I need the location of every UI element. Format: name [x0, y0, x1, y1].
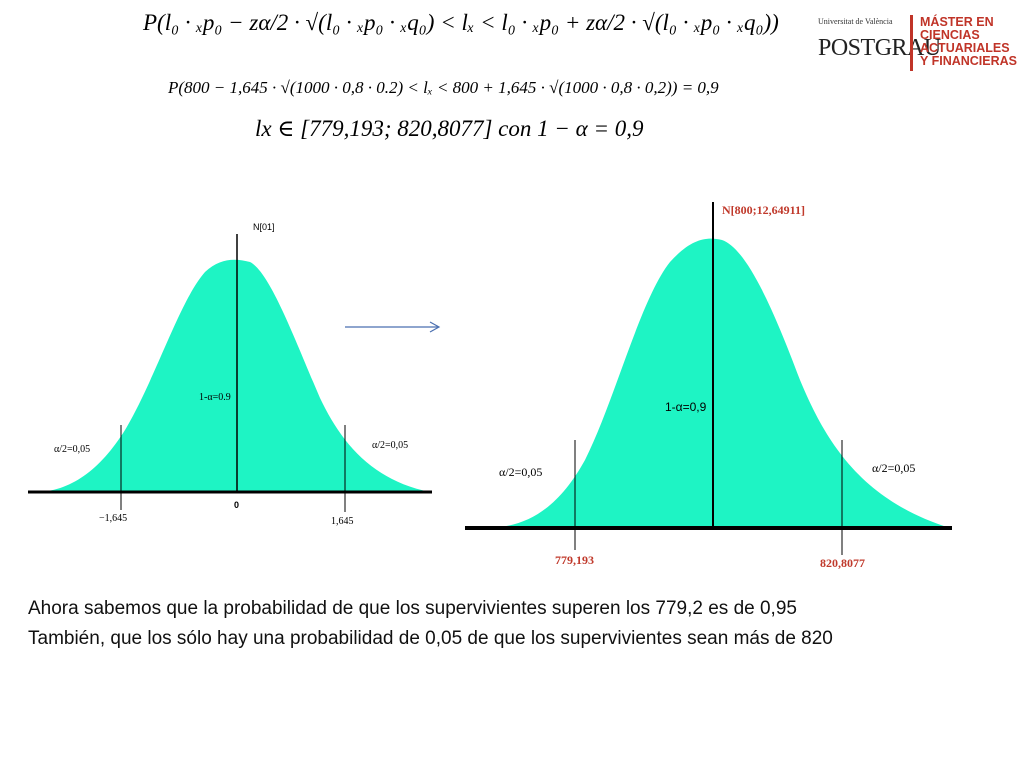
right-tick-lower: 779,193	[555, 553, 594, 567]
left-lower-tail-label: α/2=0,05	[54, 444, 90, 455]
explanation-line-2: También, que los sólo hay una probabilid…	[28, 628, 833, 649]
postgrau-wordmark: POSTGRAU	[818, 35, 941, 61]
master-title: MÁSTER EN CIENCIAS ACTUARIALES Y FINANCI…	[920, 15, 1018, 68]
explanation-line-1: Ahora sabemos que la probabilidad de que…	[28, 598, 797, 619]
logo-divider	[910, 15, 913, 71]
postgrau-logo: Universitat de València POSTGRAU MÁSTER …	[818, 15, 1018, 73]
left-tick-center: 0	[234, 500, 239, 510]
left-upper-tail-label: α/2=0,05	[372, 440, 408, 451]
left-tick-upper: 1,645	[331, 516, 354, 527]
right-tick-upper: 820,8077	[820, 556, 865, 570]
transform-arrow	[345, 321, 441, 333]
right-bell-curve-fill	[485, 238, 950, 528]
university-name: Universitat de València	[818, 17, 893, 26]
right-upper-tail-label: α/2=0,05	[872, 461, 915, 475]
left-center-label: 1-α=0.9	[199, 392, 231, 403]
left-tick-lower: −1,645	[99, 513, 127, 524]
explanation-text: Ahora sabemos que la probabilidad de que…	[28, 594, 833, 654]
probability-formula-numeric: P(800 − 1,645 · √(1000 · 0,8 · 0.2) < lₓ…	[168, 78, 719, 97]
right-lower-tail-label: α/2=0,05	[499, 465, 542, 479]
probability-formula-general: P(l₀ · ₓp₀ − zα/2 · √(l₀ · ₓp₀ · ₓq₀) < …	[143, 10, 779, 35]
interval-result: lx ∈ [779,193; 820,8077] con 1 − α = 0,9	[255, 116, 644, 141]
left-chart-title: N[01]	[253, 222, 275, 232]
standard-normal-chart: N[01] 1-α=0.9 α/2=0,05 α/2=0,05 −1,645 0…	[28, 222, 432, 527]
left-bell-curve-fill	[35, 259, 430, 492]
right-center-label: 1-α=0,9	[665, 400, 707, 414]
right-chart-title: N[800;12,64911]	[722, 203, 805, 217]
scaled-normal-chart: N[800;12,64911] 1-α=0,9 α/2=0,05 α/2=0,0…	[465, 202, 952, 570]
